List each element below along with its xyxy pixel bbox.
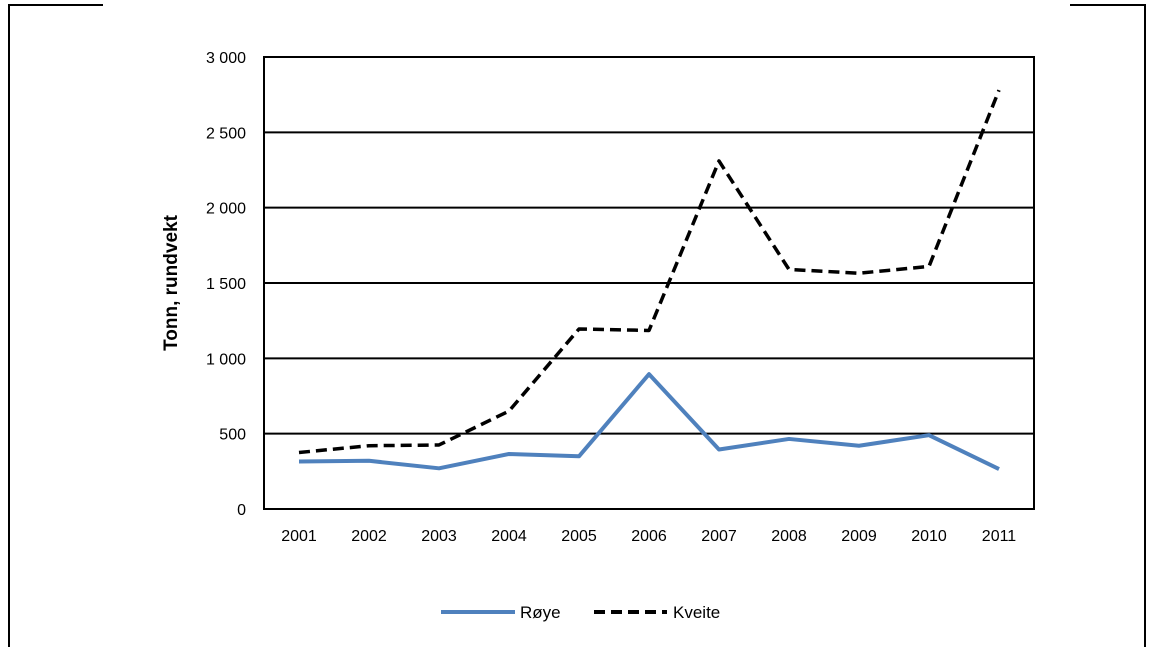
- gridlines: [264, 56, 1034, 510]
- frame-top-right-line: [1070, 4, 1146, 6]
- y-tick-label: 0: [237, 502, 246, 519]
- x-axis-ticks: 2001 2002 2003 2004 2005 2006 2007 2008 2009 2010…: [281, 528, 1016, 545]
- legend[interactable]: Røye Kveite: [441, 603, 720, 622]
- x-tick-label: 2003: [421, 528, 457, 545]
- y-tick-label: 1 000: [206, 351, 246, 368]
- x-tick-label: 2007: [701, 528, 737, 545]
- y-tick-label: 3 000: [206, 50, 246, 67]
- plot-area-border: [263, 56, 1035, 510]
- y-axis-ticks: 0 500 1 000 1 500 2 000 2 500 3 000: [206, 50, 246, 519]
- x-tick-label: 2009: [841, 528, 877, 545]
- x-tick-label: 2002: [351, 528, 387, 545]
- x-tick-label: 2008: [771, 528, 807, 545]
- y-tick-label: 2 500: [206, 125, 246, 142]
- frame-top-left-line: [8, 4, 103, 6]
- x-tick-label: 2005: [561, 528, 597, 545]
- y-tick-label: 500: [219, 427, 246, 444]
- series-lines: [298, 89, 1001, 471]
- legend-label-kveite: Kveite: [673, 603, 720, 622]
- y-axis-label: Tonn, rundvekt: [161, 214, 182, 350]
- legend-label-roye: Røye: [520, 603, 561, 622]
- series-line-roye: [298, 372, 1000, 471]
- x-tick-label: 2010: [911, 528, 947, 545]
- x-tick-label: 2004: [491, 528, 527, 545]
- y-tick-label: 1 500: [206, 276, 246, 293]
- y-tick-label: 2 000: [206, 201, 246, 218]
- x-tick-label: 2006: [631, 528, 667, 545]
- x-tick-label: 2001: [281, 528, 317, 545]
- x-tick-label: 2011: [982, 528, 1017, 545]
- chart-frame: [8, 4, 1146, 647]
- series-line-kveite: [298, 89, 1001, 455]
